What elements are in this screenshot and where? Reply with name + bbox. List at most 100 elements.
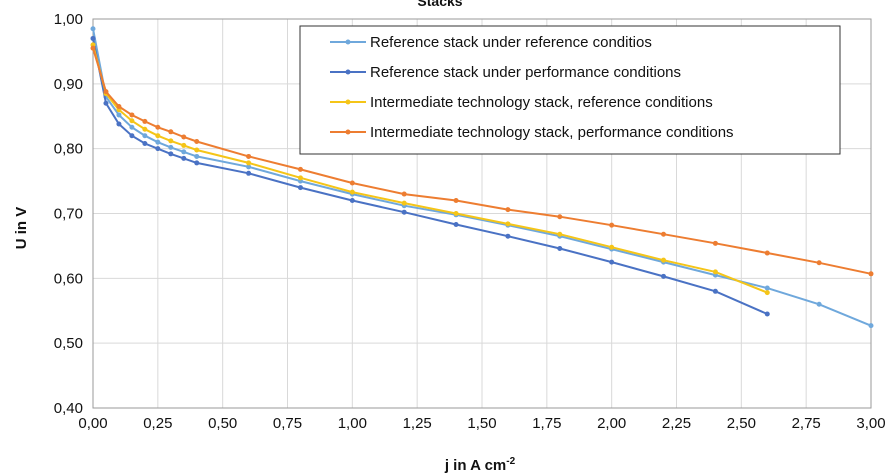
data-point <box>194 139 200 145</box>
x-tick-label: 0,75 <box>273 415 302 432</box>
data-point <box>609 222 615 228</box>
data-point <box>764 290 770 296</box>
data-point <box>453 198 459 204</box>
data-point <box>246 153 252 159</box>
data-point <box>103 100 109 106</box>
data-point <box>142 140 148 146</box>
data-point <box>764 285 770 291</box>
x-tick-label: 0,25 <box>143 415 172 432</box>
y-tick-label: 0,80 <box>54 141 83 158</box>
x-tick-label: 1,75 <box>532 415 561 432</box>
legend-item: Reference stack under performance condit… <box>330 64 681 81</box>
series-line <box>92 38 768 315</box>
y-axis-tick-labels: 0,40 0,50 0,60 0,70 0,80 0,90 1,00 <box>54 11 83 417</box>
y-tick-label: 0,60 <box>54 270 83 287</box>
data-point <box>90 45 96 51</box>
data-point <box>868 271 874 277</box>
legend-swatch-marker <box>345 129 351 135</box>
legend-label: Intermediate technology stack, performan… <box>370 124 734 141</box>
data-point <box>557 231 563 237</box>
data-point <box>194 160 200 166</box>
x-axis-title-superscript: -2 <box>506 456 515 467</box>
x-tick-label: 2,50 <box>727 415 756 432</box>
data-point <box>505 221 511 227</box>
data-point <box>246 170 252 176</box>
data-point <box>297 175 303 181</box>
data-point <box>246 160 252 166</box>
data-point <box>712 240 718 246</box>
data-point <box>181 134 187 140</box>
series-group <box>90 26 874 329</box>
data-point <box>194 147 200 153</box>
series-3 <box>90 42 770 296</box>
chart-title: Stacks <box>417 0 462 9</box>
data-point <box>90 35 96 41</box>
data-point <box>453 222 459 228</box>
x-tick-label: 0,50 <box>208 415 237 432</box>
data-point <box>609 259 615 265</box>
data-point <box>155 124 161 130</box>
data-point <box>142 133 148 139</box>
plot-area-border <box>92 18 872 409</box>
data-point <box>168 144 174 150</box>
data-point <box>764 250 770 256</box>
data-point <box>453 211 459 216</box>
legend-box <box>299 25 841 155</box>
data-point <box>609 244 615 250</box>
y-tick-label: 1,00 <box>54 11 83 28</box>
x-tick-label: 1,00 <box>338 415 367 432</box>
data-point <box>401 209 407 215</box>
data-point <box>142 118 148 124</box>
legend-items: Reference stack under reference conditio… <box>330 34 734 141</box>
data-point <box>142 126 148 132</box>
series-line <box>92 28 872 327</box>
x-axis-tick-labels: 0,00 0,25 0,50 0,75 1,00 1,25 1,50 1,75 2,00 2,25… <box>78 415 885 432</box>
legend-item: Intermediate technology stack, reference… <box>330 94 713 111</box>
series-line <box>92 47 872 275</box>
series-4 <box>90 45 874 277</box>
data-point <box>194 153 200 159</box>
data-point <box>129 133 135 139</box>
data-point <box>557 214 563 220</box>
data-point <box>505 207 511 213</box>
data-point <box>297 185 303 191</box>
data-point <box>168 151 174 157</box>
legend-label: Intermediate technology stack, reference… <box>370 94 713 111</box>
x-tick-label: 1,25 <box>403 415 432 432</box>
data-point <box>129 124 135 130</box>
data-point <box>764 311 770 317</box>
data-point <box>116 121 122 127</box>
y-tick-label: 0,70 <box>54 206 83 223</box>
data-point <box>349 198 355 204</box>
data-point <box>401 200 407 206</box>
y-tick-label: 0,50 <box>54 335 83 352</box>
data-point <box>349 180 355 186</box>
series-2 <box>90 35 770 317</box>
x-axis-title: j in A cm-2 <box>444 456 516 474</box>
data-point <box>557 246 563 252</box>
data-point <box>181 155 187 161</box>
data-point <box>129 118 135 124</box>
x-tick-label: 1,50 <box>467 415 496 432</box>
data-point <box>505 233 511 239</box>
data-point <box>168 129 174 135</box>
data-point <box>661 273 667 279</box>
y-tick-label: 0,90 <box>54 76 83 93</box>
y-axis-title: U in V <box>13 207 30 250</box>
data-point <box>661 257 667 263</box>
legend-swatch-marker <box>345 69 351 75</box>
data-point <box>181 149 187 155</box>
legend-swatch-marker <box>345 39 351 45</box>
legend-item: Intermediate technology stack, performan… <box>330 124 734 141</box>
data-point <box>181 142 187 148</box>
x-tick-label: 3,00 <box>856 415 885 432</box>
y-tick-label: 0,40 <box>54 400 83 417</box>
data-point <box>349 189 355 195</box>
x-tick-label: 2,00 <box>597 415 626 432</box>
data-point <box>868 323 874 329</box>
data-point <box>116 112 122 118</box>
data-point <box>712 269 718 275</box>
legend-label: Reference stack under reference conditio… <box>370 34 652 51</box>
data-point <box>155 146 161 152</box>
